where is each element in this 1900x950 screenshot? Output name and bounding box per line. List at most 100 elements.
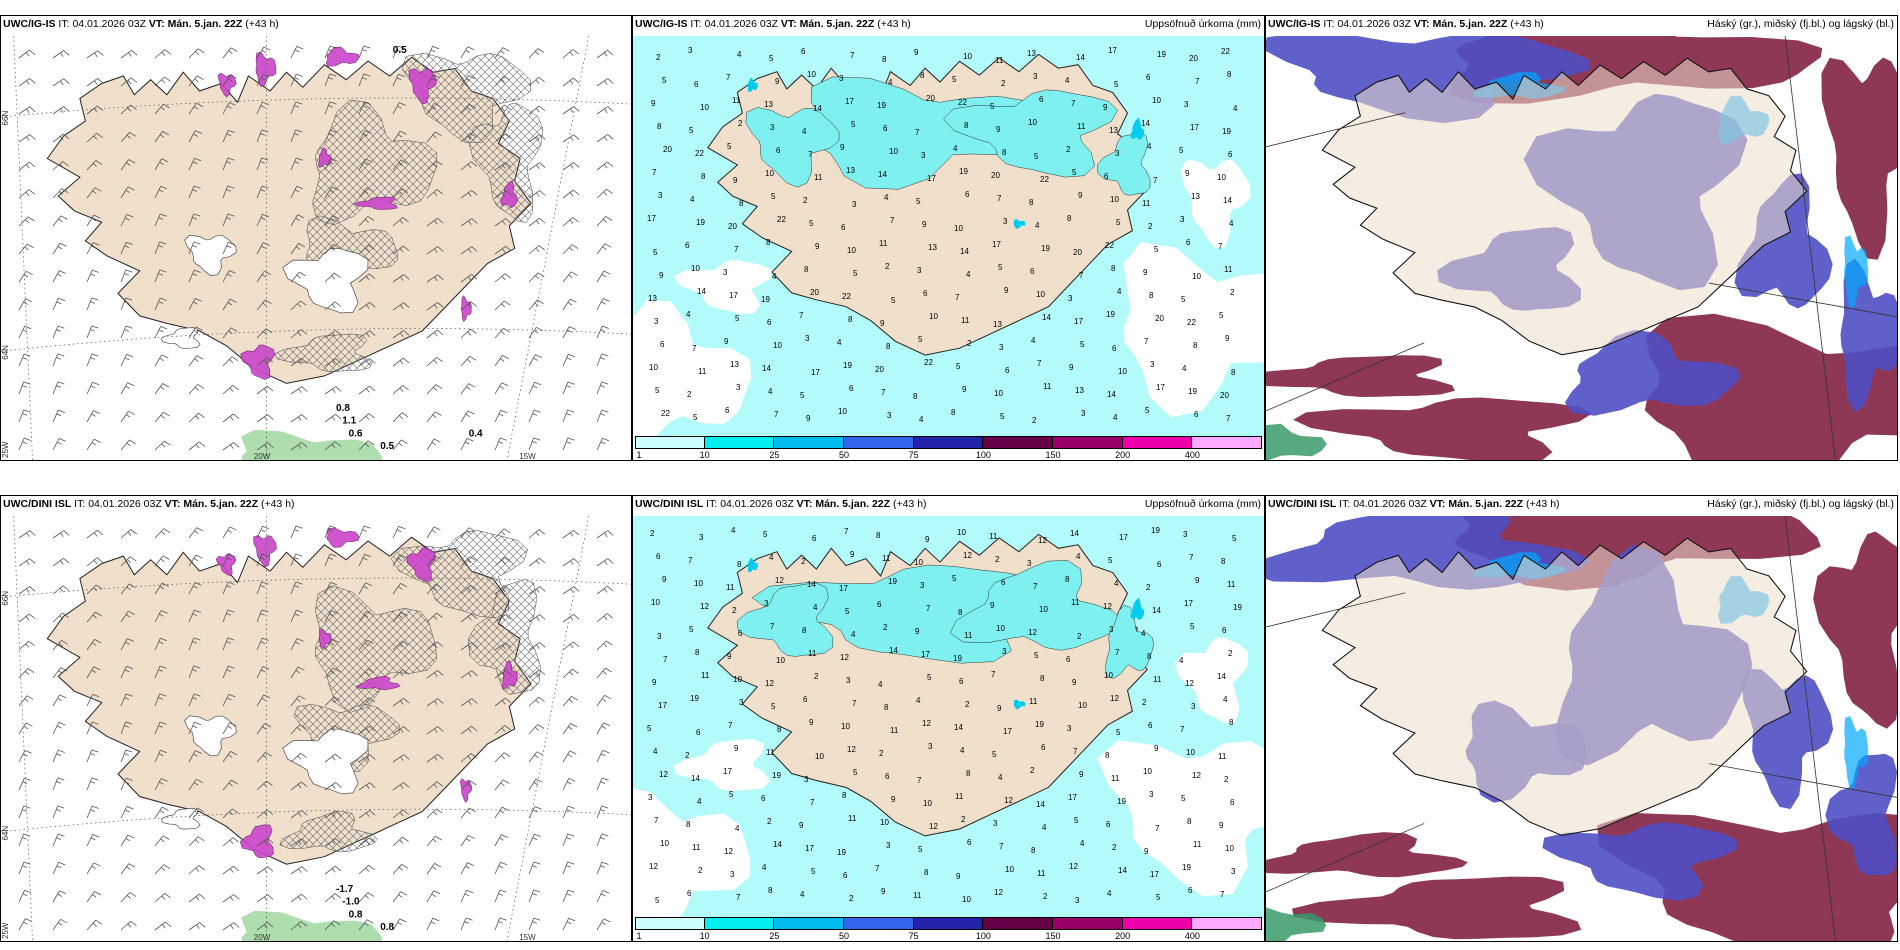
precip-area bbox=[1104, 604, 1154, 679]
precip-value: 4 bbox=[966, 270, 971, 279]
precip-value: 8 bbox=[1029, 198, 1034, 207]
wind-barb bbox=[290, 553, 303, 567]
precip-value: 3 bbox=[654, 317, 659, 326]
colorbar-label: 100 bbox=[975, 450, 991, 460]
wind-barb bbox=[188, 326, 203, 339]
precip-value: 8 bbox=[804, 265, 809, 274]
wind-barb bbox=[86, 78, 104, 87]
precip-map: 2 3 4 5 6 7 8 9 10 11 12 14 17 19 3 5 6 7 8 4 2 9 11 10 12 2 3 4 5 6 7… bbox=[633, 516, 1264, 919]
precip-value: 5 bbox=[1034, 152, 1039, 161]
precip-value: 6 bbox=[923, 289, 928, 298]
precip-area bbox=[1130, 597, 1145, 620]
precip-value: 5 bbox=[1074, 816, 1079, 825]
colorbar-segment bbox=[1192, 436, 1262, 449]
boundary-line bbox=[1784, 516, 1836, 941]
precip-value: 12 bbox=[1038, 536, 1047, 545]
precip-value: 4 bbox=[1035, 221, 1040, 230]
colorbar-segment bbox=[844, 436, 914, 449]
wind-barb bbox=[460, 670, 478, 679]
wind-barb bbox=[154, 555, 170, 567]
wind-barb bbox=[460, 613, 478, 623]
wind-barb bbox=[596, 749, 610, 763]
precip-area bbox=[748, 77, 758, 92]
precip-value: 9 bbox=[997, 704, 1002, 713]
precip-value: 22 bbox=[958, 98, 967, 107]
precip-value: 3 bbox=[920, 581, 925, 590]
panel-header: UWC/DINI ISL IT: 04.01.2026 03Z VT: Mán.… bbox=[3, 498, 295, 510]
wind-barb bbox=[188, 384, 205, 395]
precip-blob bbox=[240, 344, 276, 380]
precip-value: 2 bbox=[803, 196, 808, 205]
precip-value: 8 bbox=[1147, 652, 1152, 661]
precip-value: 6 bbox=[694, 80, 699, 89]
wind-barb bbox=[222, 102, 236, 115]
precip-blob bbox=[255, 51, 277, 87]
precip-value: 14 bbox=[1217, 672, 1226, 681]
precip-value: 9 bbox=[915, 627, 920, 636]
wind-barb bbox=[596, 298, 610, 311]
wind-barb bbox=[426, 45, 440, 59]
wind-barb bbox=[154, 354, 169, 367]
precip-value: 12 bbox=[1110, 694, 1119, 703]
wind-barb bbox=[290, 609, 303, 623]
precip-value: 11 bbox=[995, 56, 1004, 65]
precip-value: 10 bbox=[1192, 272, 1201, 281]
precip-value: 5 bbox=[689, 126, 694, 135]
longitude-line bbox=[13, 516, 33, 941]
wind-barb bbox=[392, 669, 410, 679]
wind-barb bbox=[596, 640, 613, 651]
precip-value: 3 bbox=[1183, 530, 1188, 539]
wind-barb bbox=[120, 693, 133, 707]
wind-barb bbox=[290, 921, 308, 931]
cloud-map bbox=[1266, 516, 1897, 941]
wind-barb bbox=[528, 76, 545, 87]
wind-barb bbox=[256, 46, 271, 59]
precip-value: 5 bbox=[851, 120, 856, 129]
wind-barb bbox=[86, 749, 99, 763]
precip-value: 14 bbox=[1042, 313, 1051, 322]
high-cloud bbox=[1813, 531, 1897, 729]
precip-value: 10 bbox=[1104, 671, 1113, 680]
precip-value: 7 bbox=[1153, 176, 1158, 185]
precip-value: 13 bbox=[764, 100, 773, 109]
precip-value: 7 bbox=[654, 816, 659, 825]
precip-value: 2 bbox=[849, 894, 854, 903]
wind-barb bbox=[358, 892, 375, 903]
wind-barb bbox=[596, 805, 609, 819]
wind-barb bbox=[528, 48, 545, 59]
precip-value: 8 bbox=[768, 886, 773, 895]
wind-barb bbox=[52, 270, 66, 283]
precip-value: 3 bbox=[804, 775, 809, 784]
colorbar-segment bbox=[774, 436, 844, 449]
wind-barb bbox=[460, 917, 473, 931]
wind-barb bbox=[528, 642, 546, 651]
wind-barb bbox=[596, 722, 611, 735]
wind-barb bbox=[86, 891, 102, 903]
precip-value: 5 bbox=[1000, 412, 1005, 421]
precip-value: 5 bbox=[769, 54, 774, 63]
precip-value: 17 bbox=[729, 291, 738, 300]
precip-value: 4 bbox=[1223, 695, 1228, 704]
wind-barb bbox=[426, 781, 444, 791]
precip-value: 13 bbox=[648, 294, 657, 303]
wind-barb bbox=[154, 637, 168, 651]
precip-value: 7 bbox=[808, 150, 813, 159]
precip-value: 4 bbox=[737, 50, 742, 59]
wind-barb bbox=[86, 777, 99, 791]
wind-barb bbox=[358, 45, 371, 59]
high-cloud bbox=[1821, 57, 1897, 260]
precip-value: 12 bbox=[929, 822, 938, 831]
precip-value: 4 bbox=[1117, 287, 1122, 296]
precip-value: 3 bbox=[921, 151, 926, 160]
precip-value: 4 bbox=[813, 603, 818, 612]
precip-value: 5 bbox=[811, 867, 816, 876]
precip-value: 7 bbox=[844, 527, 849, 536]
wind-barb bbox=[426, 612, 443, 623]
wind-barb bbox=[18, 437, 31, 451]
precip-value: 19 bbox=[837, 848, 846, 857]
wind-barb bbox=[52, 50, 70, 59]
precip-value: 9 bbox=[1079, 770, 1084, 779]
precip-blob bbox=[355, 675, 401, 691]
wind-barb bbox=[494, 162, 512, 171]
precip-value: 3 bbox=[805, 334, 810, 343]
